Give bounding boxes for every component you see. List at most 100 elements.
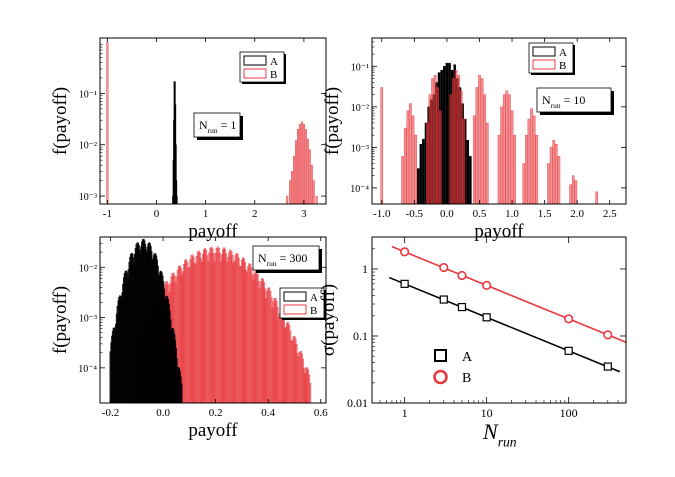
histogram-bar [459,90,463,205]
y-axis-label: f(payoff) [50,286,71,354]
plot-frame [99,37,327,205]
histogram-bar [401,156,404,205]
x-tick-label: 1 [402,406,408,420]
histogram-bar [315,195,318,205]
histogram-bar [293,155,296,205]
x-tick-label: 3 [301,208,307,220]
legend-label: B [559,60,566,72]
histogram-bar [302,124,305,205]
data-point-b [457,270,467,281]
x-axis-label: payoff [188,221,238,242]
histogram-bar [439,110,442,205]
x-axis-label: payoff [188,420,238,441]
annotation-text-main: N [199,118,208,132]
histogram-bar [426,122,429,205]
data-point-b [482,280,492,290]
annotation-frame [536,87,612,113]
histogram-bar [513,134,516,205]
histogram-bar [549,147,553,205]
x-tick-label: -0.5 [406,208,424,220]
y-axis-label: σ(payoff) [318,284,339,356]
legend-swatch-a [532,46,556,57]
x-axis-label-main: N [482,419,499,444]
histogram-bar [431,78,434,205]
x-tick-label: 0.4 [261,407,275,419]
y-tick-label: 10⁻³ [79,192,97,203]
data-point-b [400,247,410,257]
histogram-bar [300,121,303,205]
x-tick-label: 1.5 [538,208,552,220]
annotation-text-rest: = 300 [277,251,308,265]
histogram-bar [500,106,503,205]
x-tick-label: 0.0 [440,208,454,220]
legend-label: A [310,292,318,304]
histogram-bar [106,41,109,205]
fit-line-b [391,245,627,344]
data-point-b [564,314,574,324]
histogram-bar [406,110,410,205]
histogram-bar [535,134,539,205]
histogram-bar [483,94,486,205]
x-tick-label: 2.5 [603,208,617,220]
histogram-bar [547,163,550,205]
histogram-bar [469,156,472,205]
annotation-box: Nrun = 300 [252,245,322,273]
histogram-bar [457,75,460,205]
histogram-bar [180,383,183,404]
histogram-bar [478,75,481,205]
y-tick-label: 10⁻² [79,141,97,152]
y-tick-label: 10⁻⁴ [78,364,97,375]
legend-swatch-b [283,304,307,315]
annotation-box: Nrun = 10 [536,87,614,115]
histogram-bar [403,127,407,205]
histogram-bar [557,156,561,205]
y-axis-label: f(payoff) [322,87,343,155]
histogram-bar [462,118,466,205]
y-tick-label: 10⁻¹ [79,89,97,100]
legend-swatch-a [243,55,267,66]
plot-frame [371,37,627,205]
histogram-bar [433,75,437,205]
annotation-text-main: N [258,251,267,265]
legend-box [239,51,285,83]
histogram-bar [419,143,423,205]
histogram-bar [527,118,531,205]
legend-swatch-a [283,291,307,302]
histogram-bar [466,140,470,205]
legend-swatch-b [532,59,556,70]
x-tick-label: 1 [203,208,209,220]
legend-label: A [270,56,278,68]
histogram-bar [508,94,511,205]
x-tick-label: 0.2 [209,407,223,419]
annotation-text-main: N [542,93,551,107]
data-point-a [482,313,491,322]
histogram-bar [291,171,294,205]
histogram-bar [510,110,514,205]
histogram-bar [442,66,446,205]
histogram-bar [289,180,292,205]
histogram-bar [308,149,311,205]
histogram-bar [525,134,528,205]
data-point-a [564,346,573,355]
histogram-bar [497,134,501,205]
legend-label: B [270,69,277,81]
histogram-bar [416,168,420,205]
legend-label: A [559,47,567,59]
histogram-bar [530,108,533,205]
y-tick-label: 10⁻³ [79,314,97,325]
annotation-frame [193,112,241,138]
series-a-bars [109,238,183,404]
histogram-bar [309,383,312,404]
x-tick-label: -0.2 [102,407,119,419]
legend: AB [279,287,326,320]
data-point-a [439,295,448,304]
annotation-text-sub: run [208,126,218,135]
histogram-bar [175,195,178,205]
annotation-text-rest: = 10 [561,93,586,107]
x-tick-label: 2 [252,208,258,220]
histogram-bar [286,195,289,205]
y-tick-label: 10⁻¹ [351,62,369,73]
histogram-bar [312,180,315,205]
annotation-box: Nrun = 1 [193,112,243,140]
